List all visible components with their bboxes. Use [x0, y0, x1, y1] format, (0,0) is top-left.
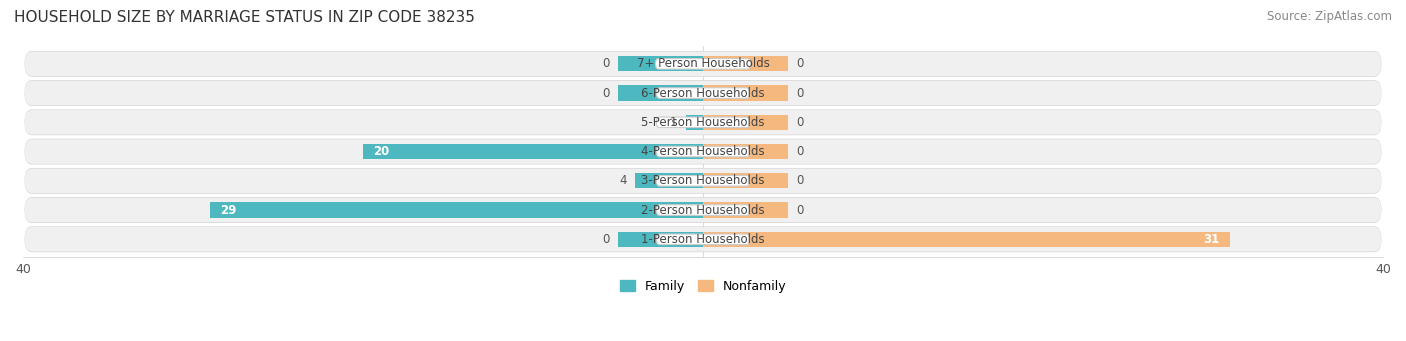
- FancyBboxPatch shape: [657, 205, 749, 215]
- Text: HOUSEHOLD SIZE BY MARRIAGE STATUS IN ZIP CODE 38235: HOUSEHOLD SIZE BY MARRIAGE STATUS IN ZIP…: [14, 10, 475, 25]
- Bar: [703, 232, 1230, 247]
- Bar: [686, 115, 703, 130]
- Text: 2-Person Households: 2-Person Households: [641, 204, 765, 217]
- Text: 0: 0: [602, 87, 609, 100]
- Bar: [619, 56, 703, 71]
- FancyBboxPatch shape: [25, 109, 1381, 135]
- Text: 4-Person Households: 4-Person Households: [641, 145, 765, 158]
- FancyBboxPatch shape: [25, 168, 1381, 194]
- FancyBboxPatch shape: [657, 117, 749, 128]
- FancyBboxPatch shape: [655, 59, 751, 69]
- Text: 29: 29: [221, 204, 236, 217]
- Text: 1: 1: [671, 116, 678, 129]
- FancyBboxPatch shape: [25, 227, 1381, 252]
- Text: 0: 0: [602, 57, 609, 70]
- Bar: [703, 115, 787, 130]
- Text: 0: 0: [797, 116, 804, 129]
- Text: 0: 0: [602, 233, 609, 246]
- Text: 3-Person Households: 3-Person Households: [641, 174, 765, 187]
- Text: 0: 0: [797, 204, 804, 217]
- Bar: [703, 203, 787, 218]
- Bar: [703, 173, 787, 189]
- Text: 1-Person Households: 1-Person Households: [641, 233, 765, 246]
- Text: 0: 0: [797, 145, 804, 158]
- FancyBboxPatch shape: [25, 110, 1381, 135]
- Text: 0: 0: [797, 174, 804, 187]
- FancyBboxPatch shape: [25, 139, 1381, 164]
- Text: 0: 0: [797, 87, 804, 100]
- FancyBboxPatch shape: [25, 139, 1381, 164]
- FancyBboxPatch shape: [25, 80, 1381, 106]
- Legend: Family, Nonfamily: Family, Nonfamily: [614, 275, 792, 298]
- Text: 7+ Person Households: 7+ Person Households: [637, 57, 769, 70]
- FancyBboxPatch shape: [25, 81, 1381, 105]
- FancyBboxPatch shape: [657, 146, 749, 157]
- Bar: [209, 203, 703, 218]
- Bar: [619, 86, 703, 101]
- Bar: [703, 144, 787, 159]
- Bar: [636, 173, 703, 189]
- Text: 4: 4: [619, 174, 627, 187]
- Text: 0: 0: [797, 57, 804, 70]
- FancyBboxPatch shape: [657, 88, 749, 98]
- Text: Source: ZipAtlas.com: Source: ZipAtlas.com: [1267, 10, 1392, 23]
- FancyBboxPatch shape: [25, 197, 1381, 223]
- FancyBboxPatch shape: [25, 168, 1381, 193]
- Bar: [363, 144, 703, 159]
- FancyBboxPatch shape: [657, 176, 749, 186]
- FancyBboxPatch shape: [25, 226, 1381, 252]
- FancyBboxPatch shape: [657, 234, 749, 244]
- Bar: [619, 232, 703, 247]
- Bar: [703, 86, 787, 101]
- Text: 5-Person Households: 5-Person Households: [641, 116, 765, 129]
- Text: 31: 31: [1204, 233, 1220, 246]
- FancyBboxPatch shape: [25, 198, 1381, 222]
- Text: 20: 20: [373, 145, 389, 158]
- FancyBboxPatch shape: [25, 51, 1381, 76]
- FancyBboxPatch shape: [25, 51, 1381, 77]
- Bar: [703, 56, 787, 71]
- Text: 6-Person Households: 6-Person Households: [641, 87, 765, 100]
